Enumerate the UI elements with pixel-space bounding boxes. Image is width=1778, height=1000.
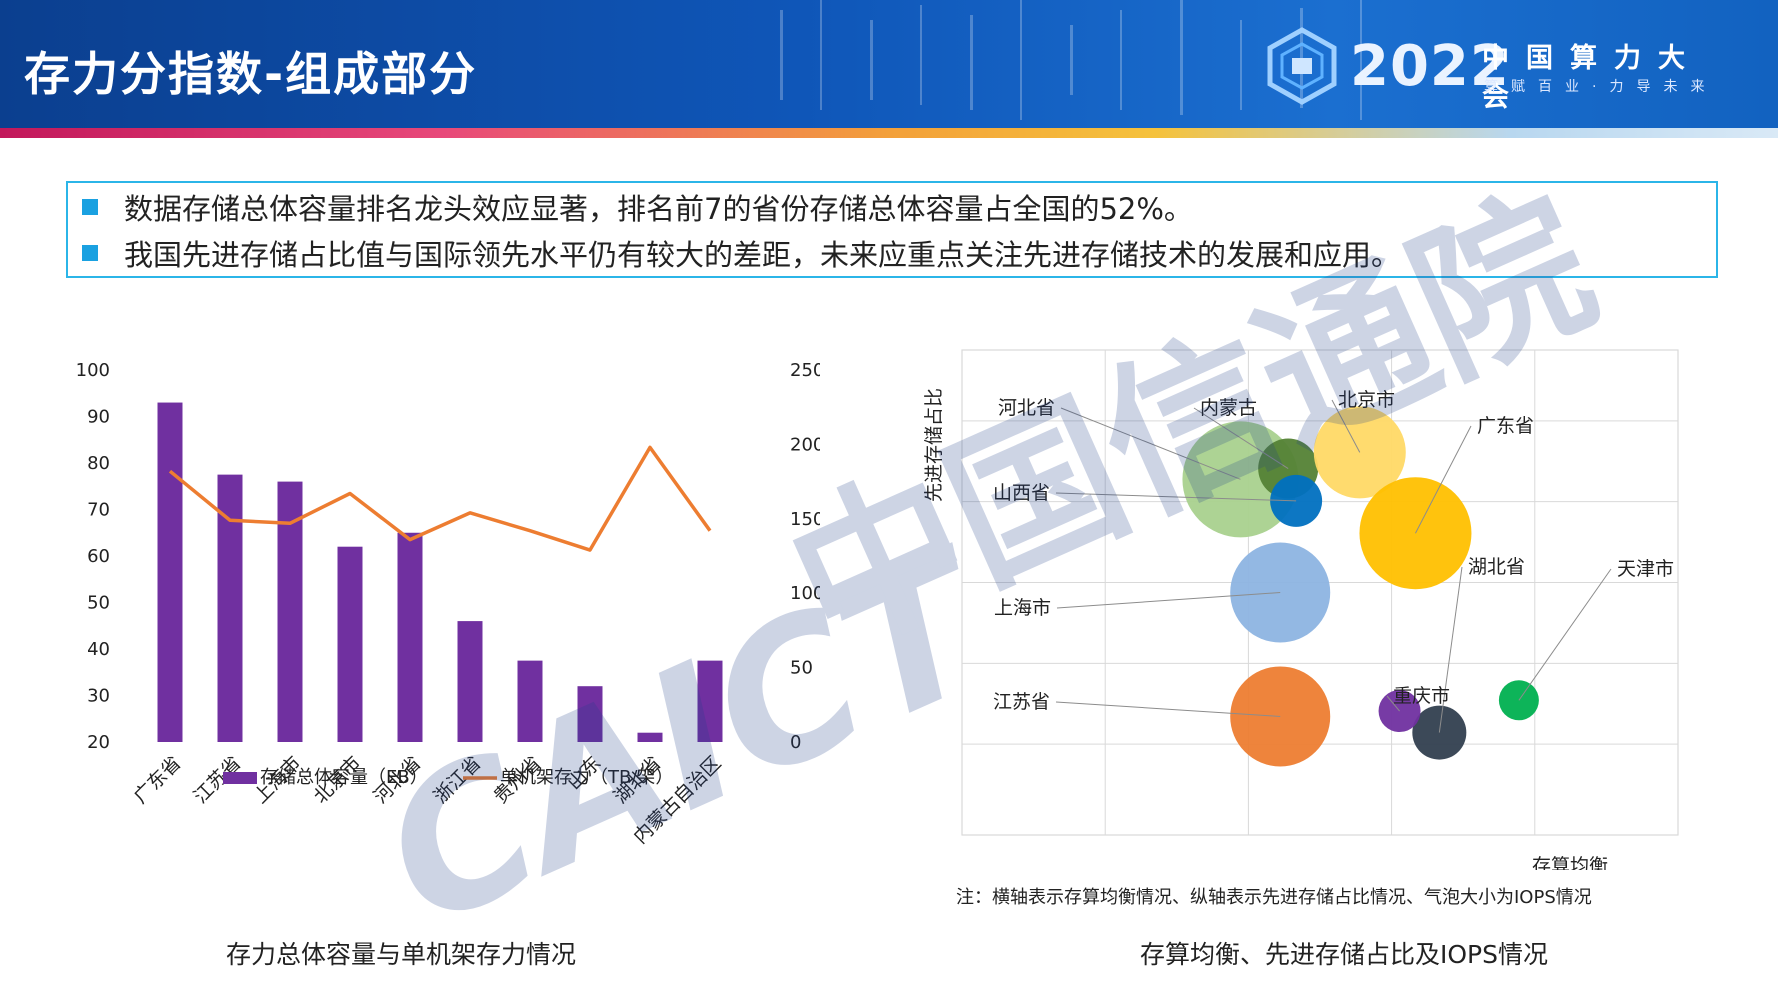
y-tick-label: 80	[87, 453, 110, 474]
bubble-label: 内蒙古	[1200, 397, 1257, 419]
right-chart-caption: 存算均衡、先进存储占比及IOPS情况	[1140, 940, 1548, 969]
bubble-label: 湖北省	[1468, 556, 1525, 578]
bubble-label: 上海市	[994, 597, 1051, 619]
left-chart-caption: 存力总体容量与单机架存力情况	[226, 940, 577, 969]
legend-label: 存储总体容量（EB）	[260, 767, 428, 788]
y-tick-label: 100	[76, 360, 110, 381]
page-title: 存力分指数-组成部分	[24, 47, 478, 101]
leader-line	[1060, 407, 1241, 480]
bullet-square-icon	[82, 199, 98, 215]
bubble-label: 天津市	[1617, 558, 1674, 580]
x-axis-label: 存算均衡	[1532, 855, 1608, 870]
bar	[337, 546, 363, 742]
bar	[517, 660, 543, 742]
y2-tick-label: 250	[790, 360, 820, 381]
leader-line	[1415, 425, 1472, 534]
y-tick-label: 60	[87, 546, 110, 567]
y2-tick-label: 150	[790, 509, 820, 530]
leader-line	[1386, 695, 1400, 712]
logo-slogan: 算赋百业·力导未来	[1484, 79, 1718, 95]
conference-emblem-icon	[1267, 27, 1337, 105]
bar	[397, 532, 423, 742]
bar	[637, 732, 663, 742]
bubble-label: 重庆市	[1393, 685, 1450, 707]
bar	[697, 660, 723, 742]
chart-note: 注：横轴表示存算均衡情况、纵轴表示先进存储占比情况、气泡大小为IOPS情况	[956, 887, 1592, 908]
leader-line	[1055, 701, 1281, 717]
y-tick-label: 20	[87, 732, 110, 753]
y-tick-label: 90	[87, 407, 110, 428]
bubble-label: 广东省	[1477, 415, 1534, 437]
bubble-label: 河北省	[998, 397, 1055, 419]
summary-box: 数据存储总体容量排名龙头效应显著，排名前7的省份存储总体容量占全国的52%。 我…	[66, 181, 1718, 278]
bubble-label: 山西省	[993, 482, 1050, 504]
leader-line	[1331, 399, 1361, 453]
y2-tick-label: 0	[790, 732, 801, 753]
x-tick-label: 浙江省	[430, 752, 486, 808]
bar	[157, 402, 183, 742]
logo-year: 2022	[1350, 34, 1510, 99]
summary-bullet: 我国先进存储占比值与国际领先水平仍有较大的差距，未来应重点关注先进存储技术的发展…	[82, 233, 1400, 273]
y2-tick-label: 200	[790, 434, 820, 455]
bubble-label: 北京市	[1338, 389, 1395, 411]
header-stripe	[0, 128, 1778, 138]
series-line	[168, 445, 712, 552]
leader-line	[1193, 407, 1289, 469]
y-tick-label: 40	[87, 639, 110, 660]
y2-tick-label: 50	[790, 658, 813, 679]
summary-text: 我国先进存储占比值与国际领先水平仍有较大的差距，未来应重点关注先进存储技术的发展…	[124, 238, 1401, 272]
bubble-label: 江苏省	[993, 691, 1050, 713]
header-banner: 存力分指数-组成部分 2022 中国算力大会 算赋百业·力导未来	[0, 0, 1778, 128]
y-tick-label: 30	[87, 686, 110, 707]
bubble	[1313, 406, 1406, 499]
bullet-square-icon	[82, 245, 98, 261]
summary-text: 数据存储总体容量排名龙头效应显著，排名前7的省份存储总体容量占全国的52%。	[124, 192, 1193, 226]
bar	[457, 621, 483, 742]
leader-line	[1056, 592, 1281, 609]
bar	[577, 686, 603, 742]
y-axis-label: 先进存储占比	[923, 388, 945, 502]
legend-swatch-bar	[223, 772, 257, 784]
leader-line	[1055, 492, 1297, 502]
summary-bullet: 数据存储总体容量排名龙头效应显著，排名前7的省份存储总体容量占全国的52%。	[82, 187, 1193, 227]
y-tick-label: 70	[87, 500, 110, 521]
legend-label: 单机架存力（TB/架）	[500, 767, 673, 788]
logo-name: 中国算力大会	[1482, 43, 1702, 113]
y-tick-label: 50	[87, 593, 110, 614]
leader-line	[1518, 568, 1612, 701]
conference-logo: 2022 中国算力大会 算赋百业·力导未来	[1262, 26, 1742, 113]
y2-tick-label: 100	[790, 583, 820, 604]
leader-line	[1438, 566, 1463, 733]
x-tick-label: 广东省	[130, 752, 186, 808]
